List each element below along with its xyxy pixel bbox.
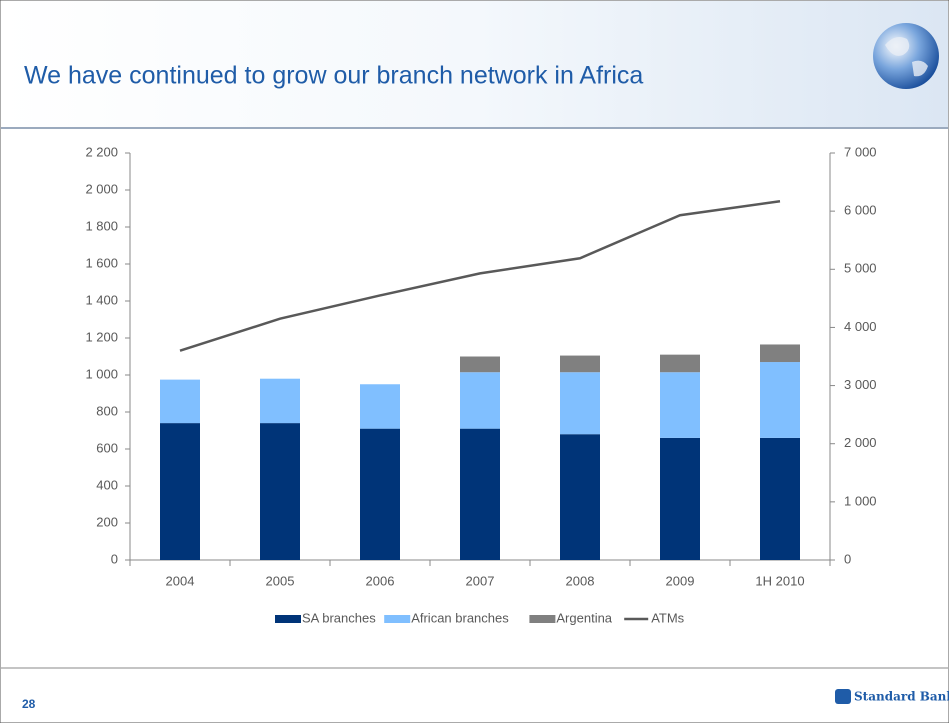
legend-label: SA branches	[302, 610, 376, 625]
brand-name: Standard Bank	[854, 690, 949, 704]
bar-segment	[560, 355, 600, 373]
y-tick-label: 2 200	[85, 144, 118, 159]
y-tick-label: 0	[111, 551, 118, 566]
x-tick-label: 2005	[266, 573, 295, 588]
page-number: 28	[22, 697, 36, 711]
bar-segment	[560, 434, 600, 560]
y2-tick-label: 0	[844, 551, 851, 566]
bar-segment	[160, 379, 200, 424]
legend-label: Argentina	[556, 610, 612, 625]
bar-segment	[760, 437, 800, 560]
y-tick-label: 400	[96, 477, 118, 492]
y2-tick-label: 4 000	[844, 319, 877, 334]
bar-segment	[160, 423, 200, 560]
y-tick-label: 1 600	[85, 255, 118, 270]
legend-swatch	[529, 615, 556, 623]
bar-segment	[660, 437, 700, 560]
y-tick-label: 800	[96, 403, 118, 418]
bar-segment	[360, 428, 400, 560]
legend-label: ATMs	[651, 610, 684, 625]
y-tick-label: 600	[96, 440, 118, 455]
x-tick-label: 2007	[466, 573, 495, 588]
bar-segment	[360, 384, 400, 429]
y-tick-label: 1 800	[85, 218, 118, 233]
bar-segment	[460, 428, 500, 560]
y-tick-label: 2 000	[85, 181, 118, 196]
y-tick-label: 200	[96, 514, 118, 529]
y2-tick-label: 1 000	[844, 493, 877, 508]
bar-segment	[460, 356, 500, 373]
line-series	[179, 200, 781, 352]
bar-segment	[260, 423, 300, 560]
x-tick-label: 2004	[166, 573, 195, 588]
x-tick-label: 2006	[366, 573, 395, 588]
globe-icon	[873, 23, 939, 89]
globe-land	[885, 37, 928, 77]
brand-icon	[835, 689, 851, 704]
bar-segment	[460, 372, 500, 429]
x-tick-label: 2008	[566, 573, 595, 588]
y-tick-label: 1 000	[85, 366, 118, 381]
bar-segment	[660, 372, 700, 438]
header-band	[1, 1, 948, 127]
legend-swatch	[384, 615, 411, 623]
legend-swatch	[275, 615, 301, 623]
bar-segment	[560, 372, 600, 435]
x-tick-label: 1H 2010	[755, 573, 804, 588]
bar-segment	[260, 378, 300, 424]
bar-segment	[760, 362, 800, 438]
bar-segment	[760, 344, 800, 363]
y2-tick-label: 6 000	[844, 203, 877, 218]
y-tick-label: 1 400	[85, 292, 118, 307]
legend-label: African branches	[411, 610, 509, 625]
bar-segment	[660, 354, 700, 373]
y2-tick-label: 2 000	[844, 435, 877, 450]
y2-tick-label: 3 000	[844, 377, 877, 392]
y2-tick-label: 5 000	[844, 261, 877, 276]
slide-title: We have continued to grow our branch net…	[24, 62, 643, 90]
y2-tick-label: 7 000	[844, 144, 877, 159]
x-tick-label: 2009	[666, 573, 695, 588]
y-tick-label: 1 200	[85, 329, 118, 344]
